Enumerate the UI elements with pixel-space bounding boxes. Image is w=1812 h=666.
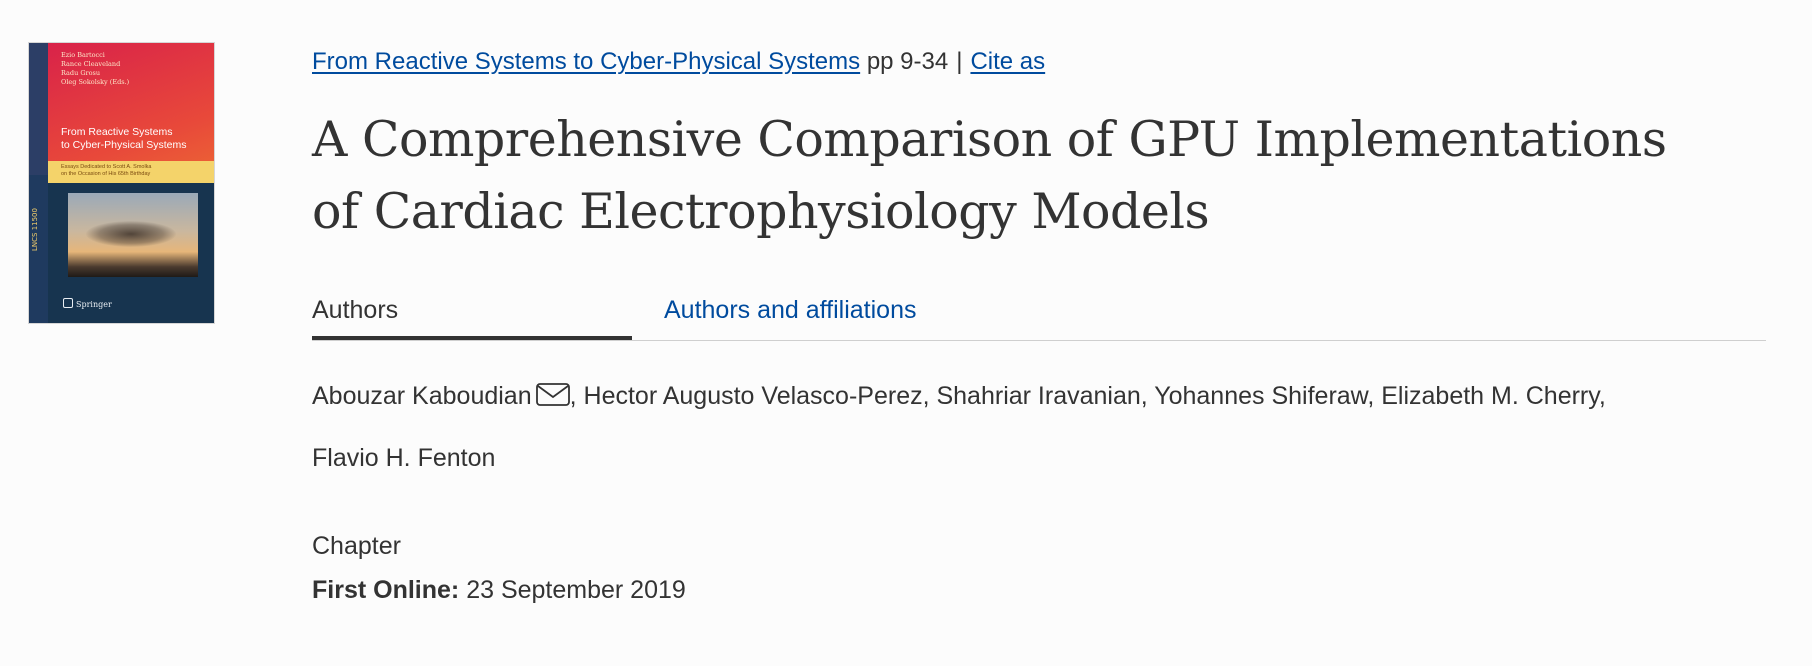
first-online: First Online: 23 September 2019 [312, 576, 686, 605]
tab-authors-and-affiliations[interactable]: Authors and affiliations [664, 296, 917, 324]
chapter-title-line: A Comprehensive Comparison of GPU Implem… [312, 111, 1667, 168]
cite-as-link[interactable]: Cite as [970, 48, 1046, 75]
page-range: pp 9-34 [866, 48, 949, 75]
cover-editor: Ezio Bartocci [61, 51, 105, 59]
tab-authors[interactable]: Authors [312, 288, 632, 340]
cover-publisher: Springer [63, 298, 112, 309]
author-tabs: Authors Authors and affiliations [312, 288, 1766, 341]
book-cover[interactable]: LNCS 11500 Ezio Bartocci Rance Cleavelan… [28, 42, 215, 324]
cover-title-line: From Reactive Systems [61, 126, 173, 138]
cover-subtitle-line: Essays Dedicated to Scott A. Smolka [61, 164, 152, 170]
springer-logo-icon [63, 298, 73, 308]
book-title-link[interactable]: From Reactive Systems to Cyber-Physical … [312, 48, 861, 75]
cover-series-label: LNCS 11500 [31, 208, 39, 251]
bird-flock-image [86, 221, 176, 247]
author-line: Abouzar Kaboudian , Hector Augusto Velasc… [312, 365, 1766, 427]
first-online-date: 23 September 2019 [466, 576, 686, 604]
cover-editor: Rance Cleaveland [61, 60, 121, 68]
cover-editor: Radu Grosu [61, 69, 101, 77]
cover-subtitle: Essays Dedicated to Scott A. Smolka on t… [61, 164, 211, 178]
breadcrumb: From Reactive Systems to Cyber-Physical … [312, 46, 1045, 78]
author-name: Flavio H. Fenton [312, 444, 496, 472]
breadcrumb-separator: | [956, 48, 963, 75]
author-names: , Hector Augusto Velasco-Perez, Shahriar… [569, 382, 1606, 410]
chapter-title-line: of Cardiac Electrophysiology Models [312, 183, 1210, 240]
email-icon[interactable] [535, 383, 570, 406]
content-type: Chapter [312, 532, 401, 560]
cover-publisher-name: Springer [76, 300, 112, 309]
cover-editors: Ezio Bartocci Rance Cleaveland Radu Gros… [61, 51, 206, 87]
author-name[interactable]: Abouzar Kaboudian [312, 382, 532, 410]
cover-photo [68, 193, 198, 277]
chapter-title: A Comprehensive Comparison of GPU Implem… [312, 104, 1766, 248]
cover-title: From Reactive Systems to Cyber-Physical … [61, 126, 211, 152]
author-line: Flavio H. Fenton [312, 427, 1766, 489]
cover-spine-top [29, 43, 48, 175]
cover-subtitle-band [48, 161, 214, 183]
author-list: Abouzar Kaboudian , Hector Augusto Velasc… [312, 365, 1766, 489]
first-online-label: First Online: [312, 576, 460, 604]
cover-editor: Oleg Sokolsky (Eds.) [61, 78, 130, 86]
cover-title-line: to Cyber-Physical Systems [61, 139, 187, 151]
cover-subtitle-line: on the Occasion of His 65th Birthday [61, 171, 151, 177]
